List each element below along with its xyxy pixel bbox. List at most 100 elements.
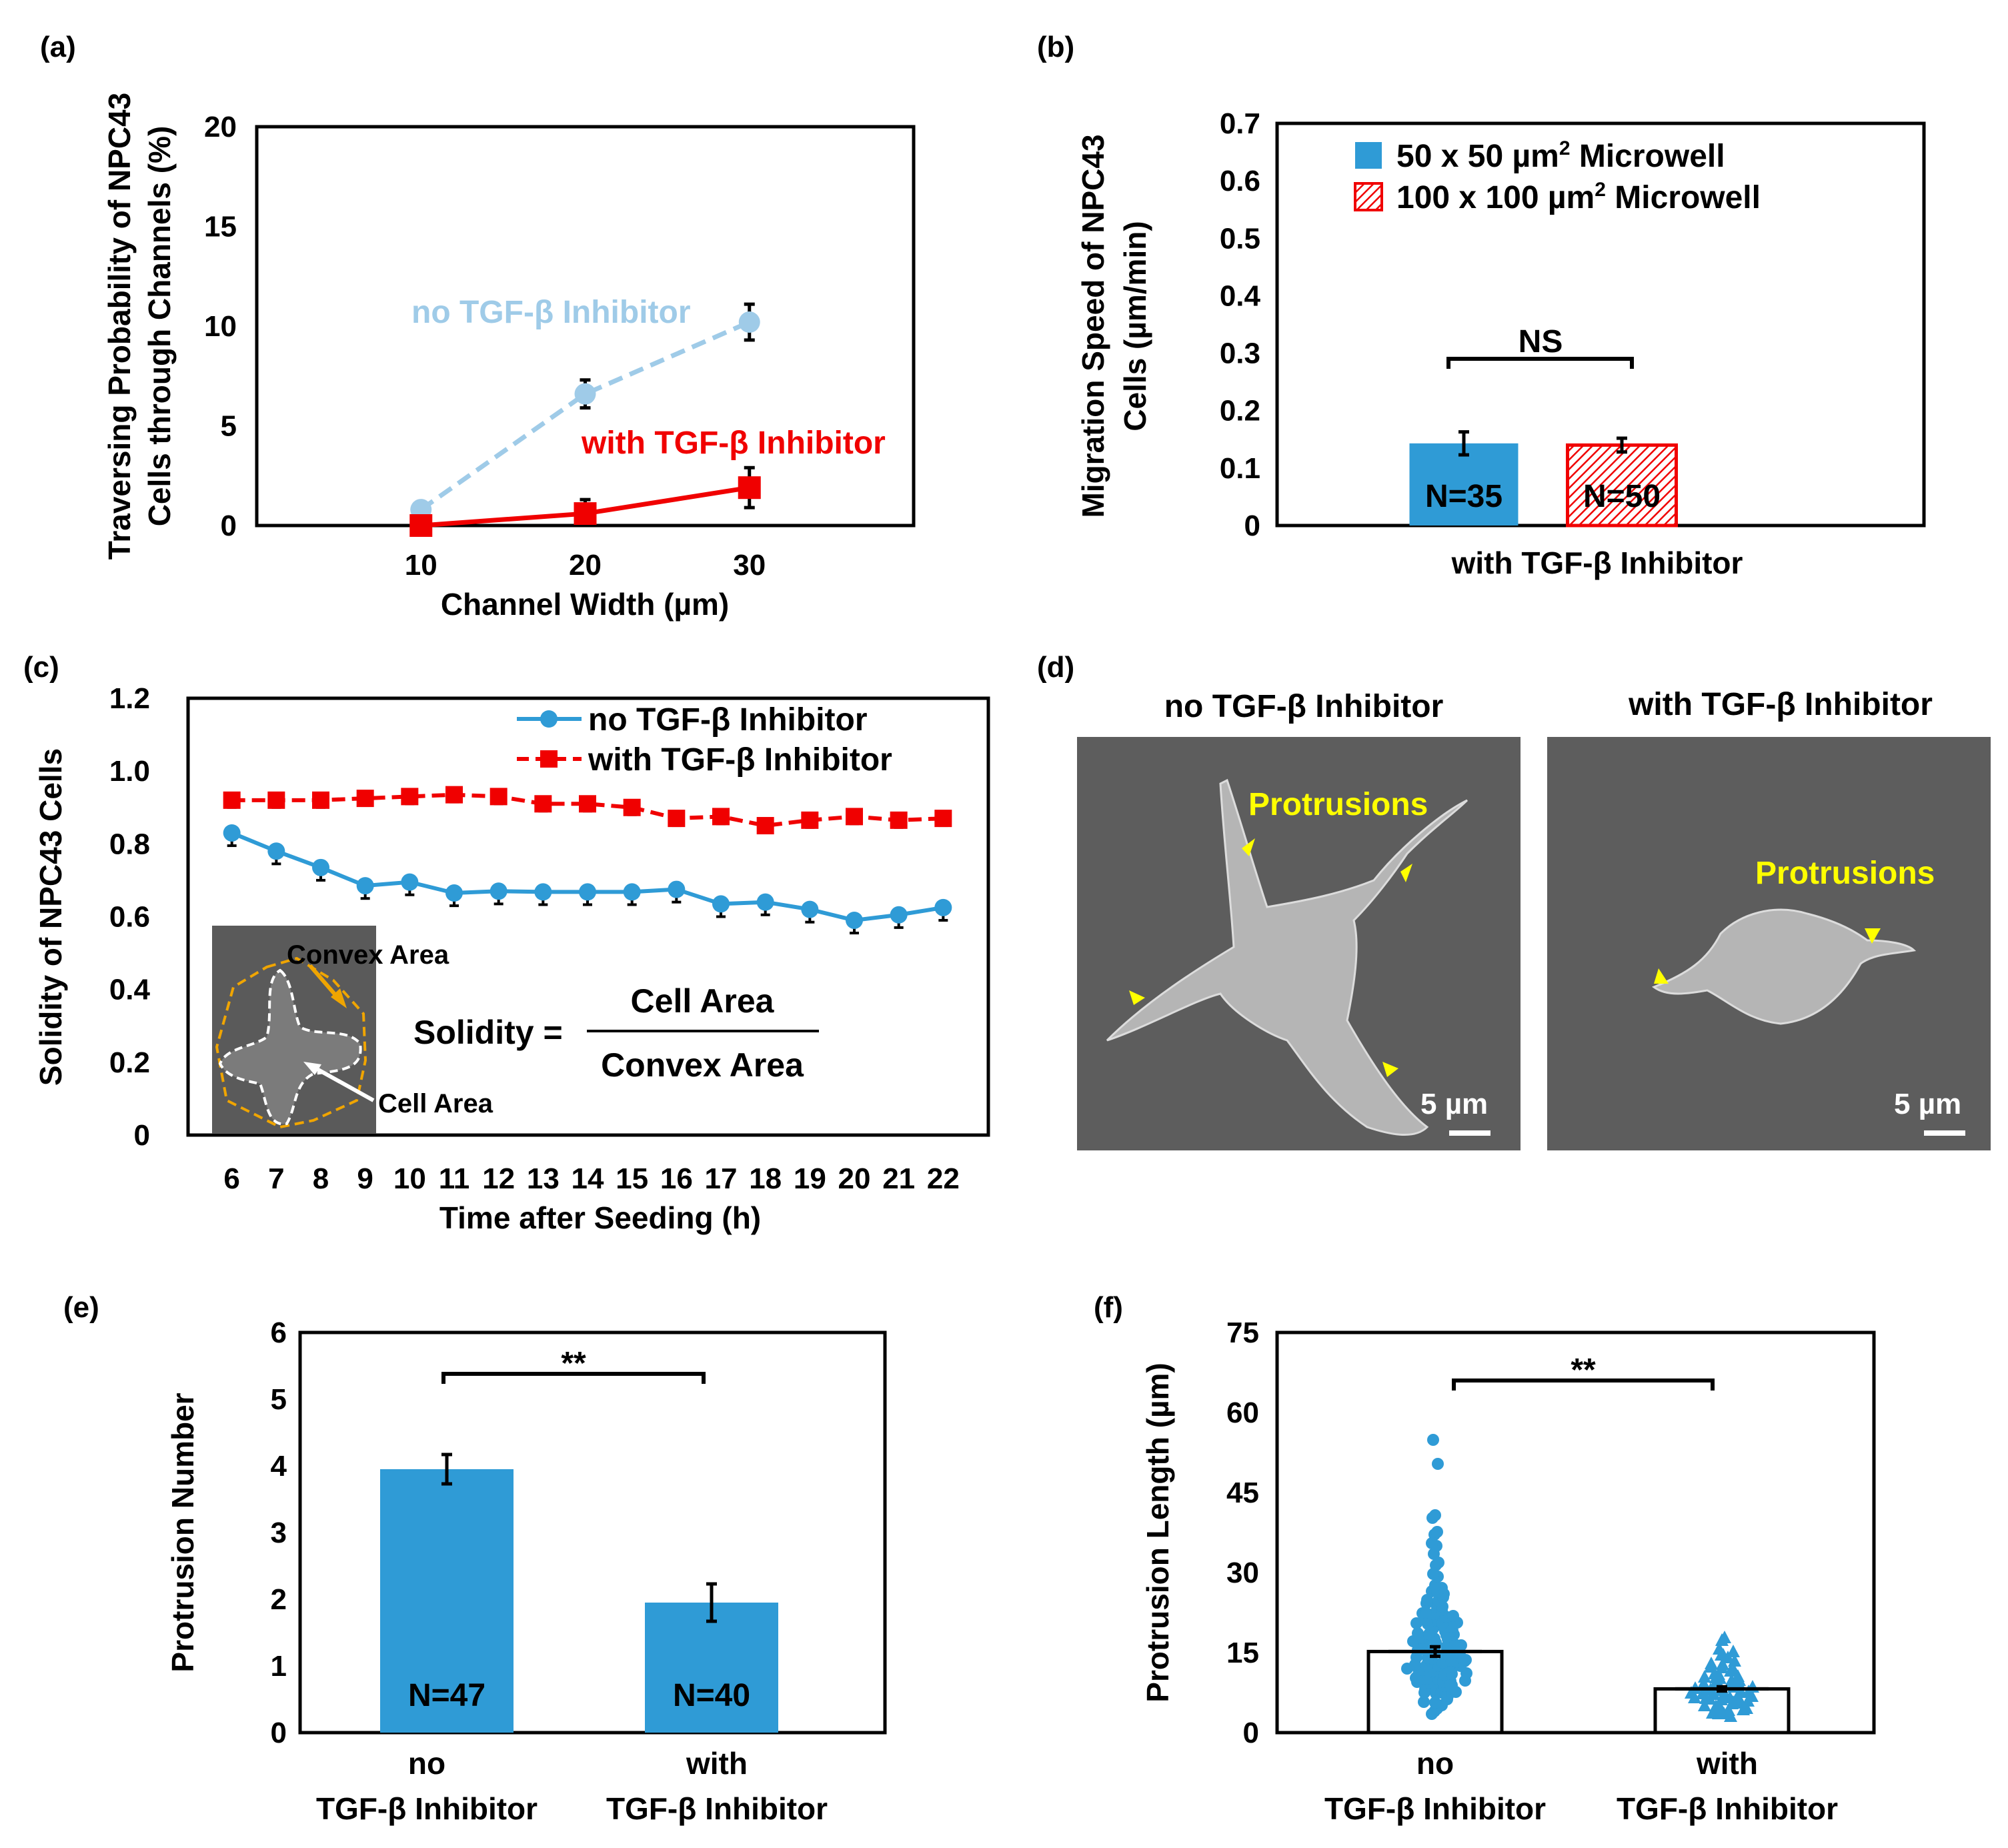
panel-a-point <box>574 502 597 526</box>
panel-b-x-axis-label: with TGF-β Inhibitor <box>1451 546 1743 580</box>
panel-b-bars: N=35 N=50 <box>1409 430 1678 528</box>
panel-b-legend-label-100: 100 x 100 µm2 Microwell <box>1396 179 1761 215</box>
panel-f-y-tick-label: 60 <box>1226 1397 1259 1429</box>
panel-f-point-with-inhibitor <box>1718 1631 1731 1643</box>
panel-c-legend-marker-with <box>540 750 558 768</box>
panel-c-x-tick-label: 6 <box>223 1162 239 1195</box>
panel-c-point <box>756 893 774 911</box>
panel-c-x-tick-label: 7 <box>268 1162 284 1195</box>
panel-f-category-label: TGF-β Inhibitor <box>1324 1791 1546 1826</box>
panel-f-point-no-inhibitor <box>1447 1610 1459 1622</box>
panel-f-point-no-inhibitor <box>1429 1509 1441 1521</box>
panel-b-y-tick-label: 0.4 <box>1220 279 1261 312</box>
panel-c-x-axis-label: Time after Seeding (h) <box>439 1200 761 1235</box>
panel-c-point <box>890 906 908 924</box>
panel-c-point <box>356 790 374 808</box>
panel-f-point-with-inhibitor <box>1722 1703 1735 1716</box>
panel-c-x-tick-label: 16 <box>660 1162 693 1195</box>
panel-c-x-tick-label: 13 <box>527 1162 560 1195</box>
panel-e-y-tick-label: 6 <box>271 1316 287 1349</box>
panel-b-legend-swatch-100 <box>1354 182 1383 211</box>
panel-d-scale-bar-no <box>1449 1130 1490 1136</box>
panel-a-y-tick-label: 0 <box>221 510 237 542</box>
panel-e-significance-label: ** <box>561 1346 586 1381</box>
panel-a-y-axis-label-line2: Cells through Channels (%) <box>142 126 177 527</box>
panel-c-x-tick-label: 15 <box>616 1162 648 1195</box>
panel-c-x-tick-label: 17 <box>705 1162 738 1195</box>
panel-f-label: (f) <box>1094 1291 1123 1324</box>
panel-b-y-tick-label: 0.3 <box>1220 337 1260 370</box>
panel-c-point <box>934 898 952 916</box>
panel-c-y-tick-label: 0.2 <box>109 1046 150 1079</box>
panel-b-y-ticks: 0 0.1 0.2 0.3 0.4 0.5 0.6 0.7 <box>1220 107 1261 542</box>
panel-f-point-no-inhibitor <box>1427 1434 1439 1446</box>
panel-c-inset-cell-arrow <box>312 1065 375 1102</box>
panel-d-scale-label-with: 5 µm <box>1894 1088 1961 1120</box>
panel-a-y-axis-label-line1: Traversing Probability of NPC43 <box>102 93 137 560</box>
panel-f-category-label: with <box>1696 1746 1758 1781</box>
panel-d-cell-with-inhibitor <box>1651 908 1917 1025</box>
panel-d-sem-images: (d) no TGF-β Inhibitor with TGF-β Inhibi… <box>1037 651 1991 1150</box>
panel-d-sem-image-with-inhibitor: Protrusions 5 µm <box>1547 737 1991 1150</box>
panel-c-x-tick-label: 19 <box>794 1162 826 1195</box>
panel-a-line-chart: (a) 0 5 10 15 20 10 20 30 Channel Width (µm) T… <box>40 31 916 622</box>
panel-c-series <box>223 786 952 935</box>
panel-a-x-tick-label: 30 <box>733 549 766 582</box>
panel-c-inset-convex-label: Convex Area <box>287 940 449 970</box>
panel-f-y-tick-label: 45 <box>1226 1477 1259 1509</box>
panel-f-category-label: TGF-β Inhibitor <box>1617 1791 1838 1826</box>
panel-c-point <box>846 808 863 826</box>
panel-c-label: (c) <box>23 651 59 684</box>
panel-f-point-no-inhibitor <box>1432 1458 1444 1470</box>
panel-f-plot-marks <box>1366 1434 1791 1735</box>
panel-c-point <box>223 791 241 809</box>
panel-f-point-with-inhibitor <box>1697 1677 1710 1690</box>
panel-b-y-tick-label: 0.5 <box>1220 222 1260 255</box>
panel-a-series-label-no-inhibitor: no TGF-β Inhibitor <box>411 295 691 330</box>
panel-c-point <box>534 795 552 813</box>
panel-d-arrowhead <box>1242 838 1255 856</box>
panel-c-y-tick-label: 0.8 <box>109 828 150 860</box>
panel-f-category-label: no <box>1416 1746 1454 1781</box>
panel-a-y-tick-label: 5 <box>221 410 237 443</box>
panel-c-x-ticks: 6 7 8 9 10 11 12 13 14 15 16 17 18 19 20 21 22 <box>223 1162 959 1195</box>
panel-d-title-no: no TGF-β Inhibitor <box>1164 689 1444 724</box>
panel-e-bar-chart: (e) 0 1 2 3 4 5 6 Protrusion Number N=47 N=40 n… <box>63 1291 887 1826</box>
panel-c-point <box>668 880 686 898</box>
panel-f-point-no-inhibitor <box>1423 1628 1435 1640</box>
panel-c-x-tick-label: 12 <box>482 1162 515 1195</box>
panel-b-y-axis-label-line2: Cells (µm/min) <box>1118 221 1152 431</box>
panel-d-title-with: with TGF-β Inhibitor <box>1628 687 1933 722</box>
panel-e-category-label: TGF-β Inhibitor <box>316 1791 538 1826</box>
panel-c-series-line-0 <box>231 831 944 923</box>
panel-c-inset-convex-outline <box>215 956 367 1129</box>
panel-b-significance-label: NS <box>1519 324 1563 359</box>
panel-c-point <box>489 788 508 806</box>
panel-e-y-tick-label: 5 <box>271 1383 287 1416</box>
panel-e-y-tick-label: 0 <box>271 1717 287 1749</box>
panel-c-point <box>223 824 241 842</box>
panel-e-y-ticks: 0 1 2 3 4 5 6 <box>271 1316 287 1749</box>
panel-d-arrowhead <box>1865 928 1881 944</box>
panel-f-point-no-inhibitor <box>1418 1696 1430 1708</box>
panel-c-x-tick-label: 9 <box>357 1162 373 1195</box>
panel-b-y-tick-label: 0.6 <box>1220 165 1260 197</box>
panel-f-point-with-inhibitor <box>1728 1654 1741 1667</box>
panel-f-point-no-inhibitor <box>1420 1607 1432 1619</box>
panel-f-y-tick-label: 75 <box>1226 1316 1259 1349</box>
panel-f-point-with-inhibitor <box>1713 1642 1726 1655</box>
panel-c-line-chart: (c) 0 0.2 0.4 0.6 0.8 1.0 1.2 6 7 8 9 10 11 12 13 14 15… <box>23 651 990 1235</box>
panel-e-y-tick-label: 1 <box>271 1650 287 1683</box>
panel-e-category-labels: no TGF-β Inhibitor with TGF-β Inhibitor <box>316 1746 828 1826</box>
panel-c-inset-cell-outline <box>218 968 362 1126</box>
panel-f-point-with-inhibitor <box>1698 1670 1711 1683</box>
panel-c-point <box>712 808 730 826</box>
panel-b-y-axis-label-line1: Migration Speed of NPC43 <box>1076 134 1110 518</box>
panel-c-formula-denominator: Convex Area <box>601 1046 804 1084</box>
panel-b-n-label: N=50 <box>1583 479 1661 514</box>
panel-a-y-tick-label: 15 <box>204 211 237 243</box>
panel-c-point <box>890 811 908 829</box>
panel-c-point <box>445 884 463 902</box>
panel-f-point-no-inhibitor <box>1431 1526 1443 1538</box>
panel-c-x-tick-label: 21 <box>882 1162 915 1195</box>
